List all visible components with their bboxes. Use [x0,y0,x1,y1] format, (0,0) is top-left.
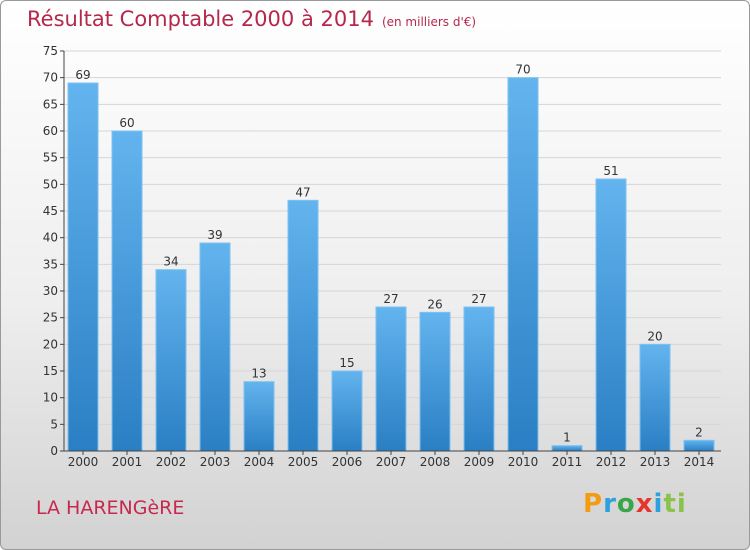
value-label-2005: 47 [295,185,310,199]
bar-2004 [243,381,275,452]
y-tick-label: 50 [43,177,58,191]
x-tick-label-2000: 2000 [68,455,99,469]
commune-name: LA HARENGèRE [36,497,185,519]
title-unit: (en milliers d'€) [381,15,477,29]
bar-2002 [155,269,187,452]
y-tick-label: 35 [43,257,58,271]
value-label-2011: 1 [563,431,571,445]
value-label-2000: 69 [75,68,90,82]
value-label-2003: 39 [207,228,222,242]
y-tick-label: 30 [43,284,58,298]
x-tick-label-2010: 2010 [508,455,539,469]
chart-title: Résultat Comptable 2000 à 2014 (en millie… [27,7,476,31]
x-tick-label-2001: 2001 [112,455,143,469]
value-label-2013: 20 [647,329,662,343]
x-tick-label-2009: 2009 [464,455,495,469]
value-label-2007: 27 [383,292,398,306]
x-tick-label-2006: 2006 [332,455,363,469]
y-tick-label: 65 [43,97,58,111]
x-tick-label-2005: 2005 [288,455,319,469]
value-label-2004: 13 [251,367,266,381]
y-tick-label: 0 [50,444,58,458]
x-tick-label-2007: 2007 [376,455,407,469]
bar-2011 [551,445,583,452]
axes: 0 5 10 15 20 25 30 35 40 45 50 55 60 65 70 75 2000 2001 20… [43,44,721,469]
bar-2008 [419,311,451,452]
bar-2003 [199,242,231,452]
x-tick-label-2003: 2003 [200,455,231,469]
x-tick-label-2013: 2013 [640,455,671,469]
y-tick-label: 5 [50,417,58,431]
bar-2007 [375,306,407,452]
bar-2010 [507,77,539,452]
value-label-2008: 26 [427,297,442,311]
y-tick-label: 40 [43,231,58,245]
bar-2000 [67,82,99,452]
bar-2001 [111,130,143,452]
value-label-2006: 15 [339,356,354,370]
y-tick-label: 60 [43,124,58,138]
bar-2005 [287,199,319,452]
title-text: Résultat Comptable 2000 à 2014 [27,7,374,31]
y-tick-label: 10 [43,391,58,405]
x-tick-label-2008: 2008 [420,455,451,469]
value-label-2009: 27 [471,292,486,306]
y-tick-label: 20 [43,337,58,351]
x-tick-label-2014: 2014 [684,455,715,469]
x-tick-label-2002: 2002 [156,455,187,469]
bar-2014 [683,439,715,452]
y-tick-label: 45 [43,204,58,218]
x-tick-label-2012: 2012 [596,455,627,469]
bar-2009 [463,306,495,452]
bar-2012 [595,178,627,452]
y-tick-label: 15 [43,364,58,378]
value-label-2014: 2 [695,425,703,439]
bars: 69 60 34 39 13 47 15 27 26 27 70 1 51 20 2 [67,63,715,452]
value-label-2012: 51 [603,164,618,178]
y-tick-label: 75 [43,44,58,58]
bar-2006 [331,370,363,452]
value-label-2002: 34 [163,255,178,269]
x-tick-label-2004: 2004 [244,455,275,469]
y-tick-label: 70 [43,71,58,85]
bar-2013 [639,343,671,452]
proxiti-logo: Proxiti [583,489,687,519]
y-tick-label: 25 [43,311,58,325]
value-label-2001: 60 [119,116,134,130]
value-label-2010: 70 [515,63,530,77]
y-tick-label: 55 [43,151,58,165]
x-tick-label-2011: 2011 [552,455,583,469]
